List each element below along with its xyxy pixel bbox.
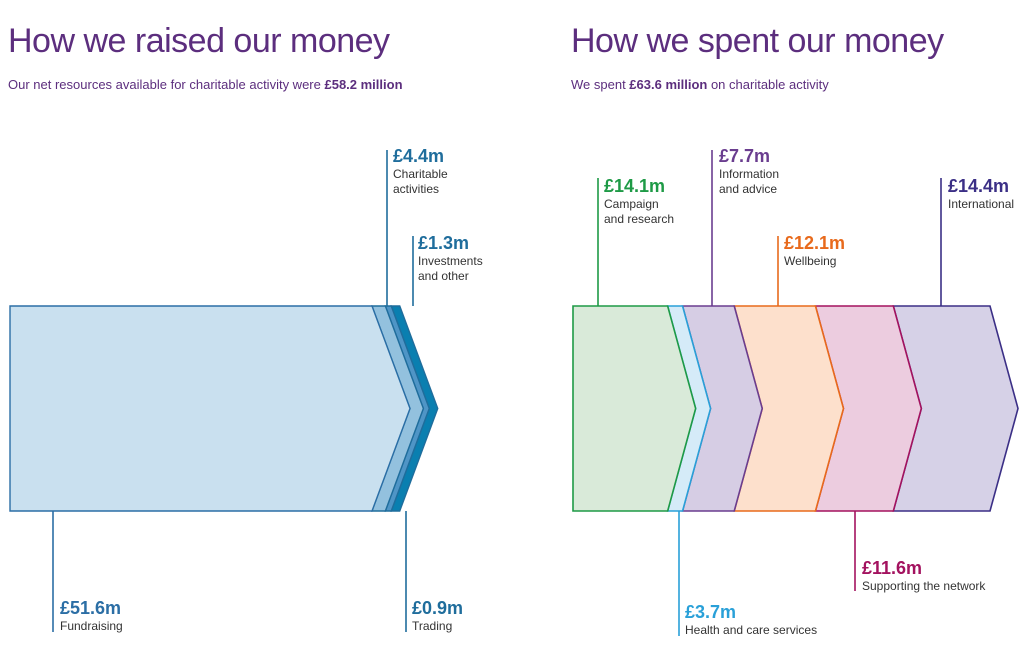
raised-title: How we raised our money [8,22,390,60]
raised-investments-label-line: and other [418,269,469,283]
raised-investments-label-line: Investments [418,254,483,268]
spent-supporting-network-label-line: Supporting the network [862,579,986,593]
raised-total: £58.2 million [324,77,403,92]
raised-subtitle: Our net resources available for charitab… [8,77,403,92]
spent-international-label-line: International [948,197,1014,211]
spent-information-advice-amount: £7.7m [719,146,770,166]
raised-fundraising-label-line: Fundraising [60,619,123,633]
spent-campaign-research-label-line: Campaign [604,197,659,211]
spent-health-care-amount: £3.7m [685,602,736,622]
raised-subtitle-text: Our net resources available for charitab… [8,77,325,92]
spent-campaign-research-amount: £14.1m [604,176,665,196]
spent-supporting-network-amount: £11.6m [862,558,922,578]
spent-total: £63.6 million [629,77,708,92]
raised-trading-label-line: Trading [412,619,452,633]
spent-wellbeing-label-line: Wellbeing [784,254,836,268]
spent-title: How we spent our money [571,22,944,60]
raised-segment-fundraising [9,305,411,512]
spent-subtitle-prefix: We spent [571,77,630,92]
raised-trading-amount: £0.9m [412,598,463,618]
spent-health-care-label-line: Health and care services [685,623,817,637]
raised-charitable-activities-label-line: Charitable [393,167,448,181]
spent-subtitle-suffix: on charitable activity [707,77,829,92]
raised-charitable-activities-label-line: activities [393,182,439,196]
spent-wellbeing-amount: £12.1m [784,233,845,253]
spent-information-advice-label-line: Information [719,167,779,181]
raised-fundraising-amount: £51.6m [60,598,121,618]
spent-information-advice-label-line: and advice [719,182,777,196]
raised-charitable-activities-amount: £4.4m [393,146,444,166]
spent-campaign-research-label-line: and research [604,212,674,226]
spent-subtitle: We spent £63.6 million on charitable act… [571,77,829,92]
raised-investments-amount: £1.3m [418,233,469,253]
spent-segment-campaign-and-research [572,305,697,512]
spent-international-amount: £14.4m [948,176,1009,196]
